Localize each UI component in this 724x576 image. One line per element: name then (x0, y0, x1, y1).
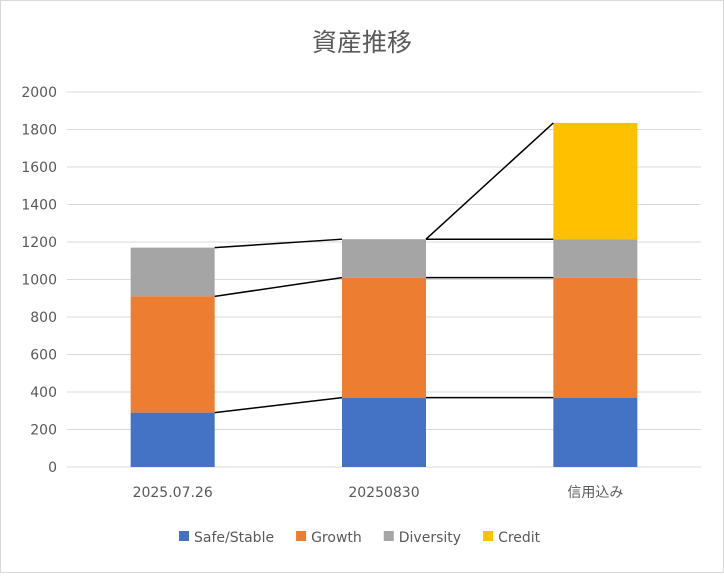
series-lines (214, 122, 554, 414)
bar-segment (130, 412, 215, 467)
y-tick-label: 1000 (21, 273, 57, 289)
y-tick-label: 2000 (21, 85, 57, 101)
chart-title: 資産推移 (312, 28, 412, 57)
y-tick-label: 200 (30, 423, 57, 439)
bar-segment (130, 296, 215, 413)
bar-segment (342, 277, 426, 398)
bar-segment (130, 247, 215, 297)
legend-swatch (383, 531, 394, 541)
x-tick-label: 信用込み (567, 485, 623, 501)
y-tick-label: 1400 (21, 198, 57, 214)
y-axis: 0 200 400 600 800 1000 1200 1400 1600 1800 2000 (21, 85, 57, 476)
x-tick-label: 2025.07.26 (133, 485, 213, 501)
legend-item: Credit (483, 530, 541, 546)
legend-label: Growth (311, 530, 362, 546)
legend-item: Safe/Stable (179, 530, 274, 546)
bar-segment (553, 397, 638, 467)
series-line (214, 238, 343, 249)
y-tick-label: 400 (30, 385, 57, 401)
legend-item: Growth (296, 530, 362, 546)
series-line (214, 276, 343, 298)
y-tick-label: 600 (30, 348, 57, 364)
y-tick-label: 1600 (21, 160, 57, 176)
legend-item: Diversity (383, 530, 461, 546)
legend-label: Diversity (399, 530, 461, 546)
x-tick-label: 20250830 (348, 485, 419, 501)
y-tick-label: 800 (30, 310, 57, 326)
legend: Safe/Stable Growth Diversity Credit (179, 530, 541, 546)
y-tick-label: 0 (48, 460, 57, 476)
y-tick-label: 1800 (21, 123, 57, 139)
legend-swatch (483, 531, 494, 541)
series-line (425, 122, 554, 240)
bar-segment (342, 397, 426, 467)
y-tick-label: 1200 (21, 235, 57, 251)
legend-swatch (179, 531, 189, 541)
legend-label: Credit (498, 530, 541, 546)
legend-swatch (296, 531, 307, 541)
bar-segment (553, 239, 638, 278)
x-axis: 2025.07.26 20250830 信用込み (133, 485, 624, 501)
series-line (214, 396, 343, 414)
bar-segment (342, 239, 426, 278)
bar-segment (553, 277, 638, 398)
bars (130, 122, 638, 467)
bar-segment (553, 122, 638, 240)
legend-label: Safe/Stable (194, 530, 274, 546)
